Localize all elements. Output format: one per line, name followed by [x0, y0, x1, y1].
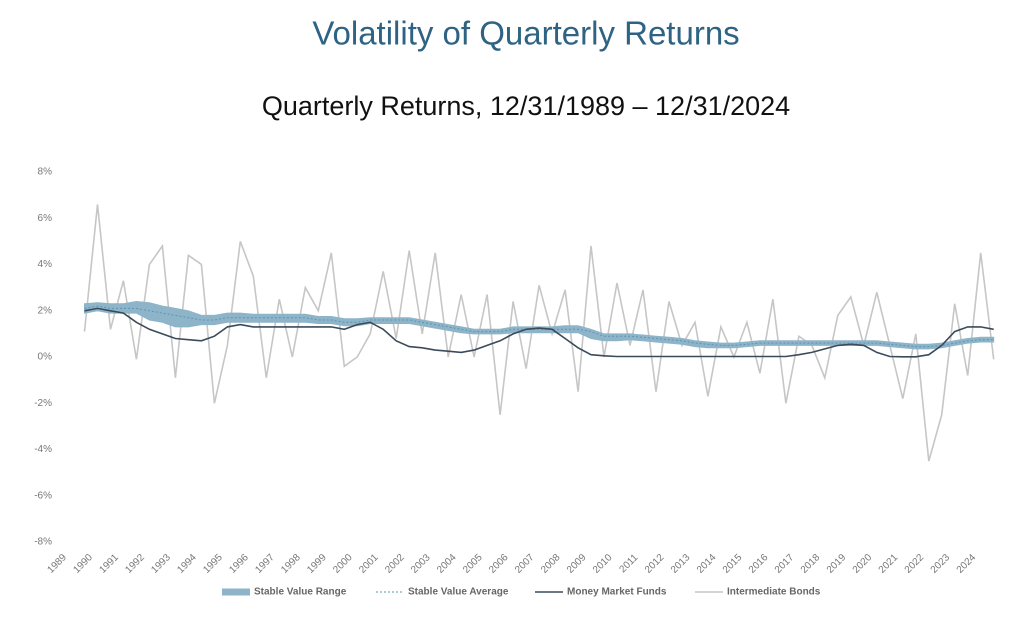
x-tick-label: 2019: [825, 552, 849, 576]
x-tick-label: 2006: [487, 552, 511, 576]
x-tick-label: 2020: [851, 552, 875, 576]
x-tick-label: 2005: [461, 552, 485, 576]
y-tick-label: -8%: [34, 537, 52, 548]
y-tick-label: 8%: [38, 167, 53, 178]
x-tick-label: 2011: [618, 552, 641, 575]
y-tick-label: -4%: [34, 444, 52, 455]
legend-label: Intermediate Bonds: [727, 587, 821, 598]
x-tick-label: 2018: [799, 552, 823, 576]
legend-label: Money Market Funds: [567, 587, 667, 598]
legend-label: Stable Value Range: [254, 587, 347, 598]
series-line: [84, 307, 994, 358]
x-tick-label: 1993: [149, 552, 173, 576]
y-tick-label: -6%: [34, 490, 52, 501]
x-tick-label: 1996: [227, 552, 251, 576]
y-tick-label: 4%: [38, 259, 53, 270]
x-tick-label: 2014: [695, 552, 719, 576]
series-line: [83, 204, 995, 462]
chart-subtitle: Quarterly Returns, 12/31/1989 – 12/31/20…: [262, 91, 790, 121]
x-tick-label: 2021: [877, 552, 901, 576]
x-tick-label: 1994: [175, 552, 199, 576]
x-tick-label: 1990: [71, 552, 95, 576]
x-tick-label: 2015: [721, 552, 745, 576]
x-tick-label: 2001: [357, 552, 381, 576]
x-tick-label: 1992: [123, 552, 147, 576]
legend-swatch: [222, 588, 250, 596]
y-tick-label: 0%: [38, 352, 53, 363]
legend-label: Stable Value Average: [408, 587, 509, 598]
y-tick-label: -2%: [34, 398, 52, 409]
x-tick-label: 2017: [773, 552, 797, 576]
x-tick-label: 1991: [97, 552, 121, 576]
x-tick-label: 2009: [565, 552, 589, 576]
x-tick-label: 1995: [201, 552, 225, 576]
x-tick-label: 2010: [591, 552, 615, 576]
x-tick-label: 2022: [903, 552, 927, 576]
x-tick-label: 1998: [279, 552, 303, 576]
x-tick-label: 1999: [305, 552, 329, 576]
x-tick-label: 2012: [643, 552, 667, 576]
x-tick-label: 1989: [45, 552, 69, 576]
range-area: [84, 300, 995, 350]
x-tick-label: 2013: [669, 552, 693, 576]
x-tick-label: 2000: [331, 552, 355, 576]
chart-title: Volatility of Quarterly Returns: [312, 15, 739, 52]
x-tick-label: 2008: [539, 552, 563, 576]
x-tick-label: 2024: [955, 552, 979, 576]
x-tick-label: 2016: [747, 552, 771, 576]
x-tick-label: 2003: [409, 552, 433, 576]
x-tick-label: 2004: [435, 552, 459, 576]
x-tick-label: 2007: [513, 552, 537, 576]
x-tick-label: 2002: [383, 552, 407, 576]
x-tick-label: 1997: [253, 552, 277, 576]
y-tick-label: 2%: [38, 305, 53, 316]
y-tick-label: 6%: [38, 213, 53, 224]
series-line: [84, 305, 994, 348]
x-tick-label: 2023: [929, 552, 953, 576]
